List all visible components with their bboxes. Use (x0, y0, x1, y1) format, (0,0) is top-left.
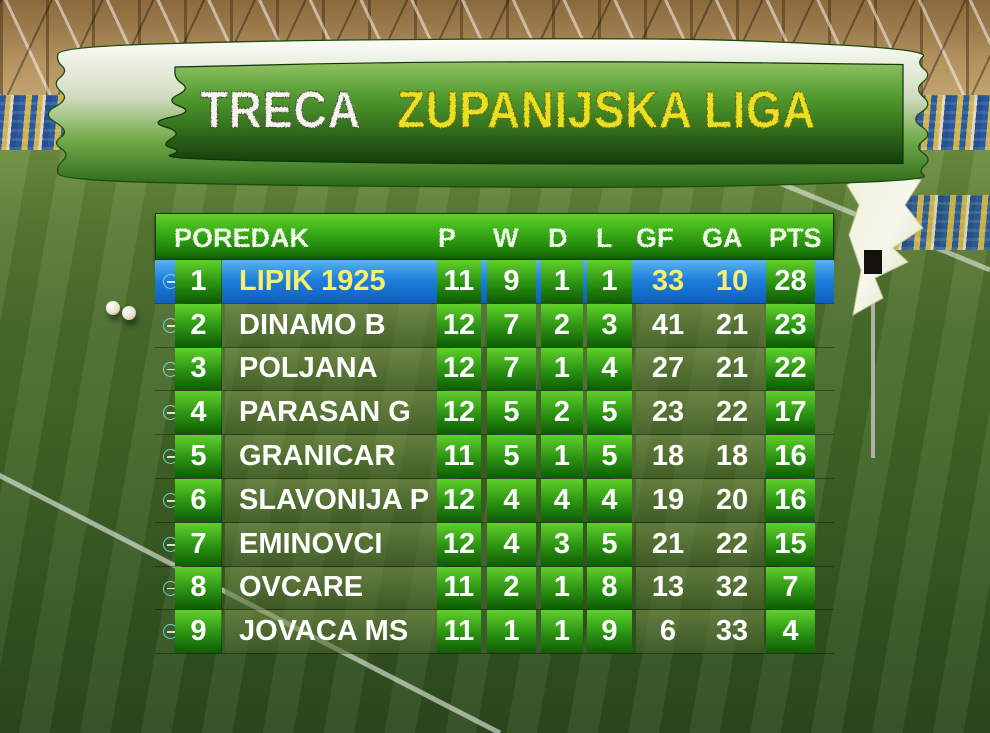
svg-text:TRECA: TRECA (200, 82, 361, 139)
svg-text:W: W (493, 223, 519, 253)
svg-text:L: L (596, 223, 613, 253)
svg-text:PTS: PTS (769, 223, 822, 253)
svg-text:ZUPANIJSKA LIGA: ZUPANIJSKA LIGA (397, 82, 816, 139)
svg-text:P: P (438, 223, 456, 253)
svg-text:GF: GF (636, 223, 674, 253)
svg-text:D: D (548, 223, 568, 253)
svg-text:POREDAK: POREDAK (174, 223, 310, 253)
svg-text:GA: GA (702, 223, 743, 253)
